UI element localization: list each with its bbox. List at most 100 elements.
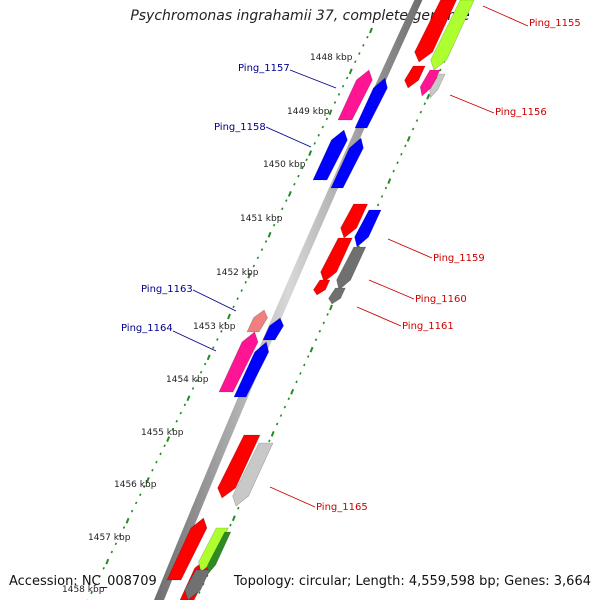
gene-ping-1164-b — [233, 341, 270, 398]
ruler-tick-right — [198, 591, 201, 594]
kbp-tick-label: 1457 kbp — [88, 533, 131, 543]
ruler-tick-left — [358, 52, 361, 55]
gene-bottom-green — [206, 531, 232, 576]
gene-ping-1163-a — [246, 309, 268, 333]
kbp-tick-label: 1458 kbp — [62, 585, 105, 595]
ruler-tick-left — [195, 379, 199, 382]
ruler-tick-left — [252, 264, 256, 268]
ruler-tick-left — [256, 256, 260, 260]
accession-text: Accession: NC_008709 — [9, 574, 157, 589]
ruler-tick-left — [134, 501, 138, 505]
ruler-tick-left — [247, 272, 252, 279]
leader-line-ping-1157 — [289, 69, 337, 89]
gene-ping-1161-red — [313, 279, 331, 296]
genome-summary-text: Topology: circular; Length: 4,559,598 bp… — [233, 574, 591, 589]
gene-label-ping-1156[interactable]: Ping_1156 — [495, 107, 547, 118]
gene-label-ping-1160[interactable]: Ping_1160 — [415, 294, 467, 305]
kbp-tick-label: 1448 kbp — [310, 53, 353, 63]
gene-ping-1165-red — [217, 434, 261, 499]
ruler-tick-left — [199, 370, 203, 374]
ruler-tick-left — [244, 280, 247, 284]
kbp-tick-label: 1449 kbp — [287, 107, 330, 117]
gene-label-ping-1164[interactable]: Ping_1164 — [121, 323, 173, 334]
ruler-tick-left — [224, 321, 227, 325]
gene-ping-1157-a — [337, 69, 373, 121]
ruler-tick-right — [283, 405, 287, 409]
gene-label-ping-1159[interactable]: Ping_1159 — [433, 253, 485, 264]
kbp-tick-label: 1454 kbp — [166, 375, 209, 385]
ruler-tick-left — [110, 550, 114, 554]
leader-line-ping-1159 — [387, 238, 433, 259]
gene-ping-1159-blue — [354, 209, 382, 248]
gene-label-ping-1163[interactable]: Ping_1163 — [141, 284, 193, 295]
kbp-tick-label: 1456 kbp — [114, 480, 157, 490]
ruler-tick-right — [387, 178, 392, 184]
ruler-tick-right — [396, 161, 399, 165]
gene-ping-1157-b — [354, 77, 388, 129]
ruler-tick-right — [411, 127, 415, 131]
ruler-tick-left — [305, 158, 308, 162]
ruler-tick-right — [406, 136, 411, 142]
gene-features — [166, 0, 475, 600]
ruler-tick-left — [105, 558, 110, 565]
ruler-tick-right — [290, 388, 295, 395]
ruler-tick-left — [130, 509, 134, 513]
ruler-tick-left — [114, 542, 118, 546]
ruler-tick-left — [122, 526, 126, 529]
ruler-tick-right — [384, 186, 388, 190]
kbp-tick-label: 1452 kbp — [216, 268, 259, 278]
ruler-tick-left — [166, 436, 171, 442]
gene-bottom-red-a — [166, 517, 208, 581]
gene-label-ping-1158[interactable]: Ping_1158 — [214, 122, 266, 133]
ruler-tick-left — [102, 566, 105, 570]
map-title: Psychromonas ingrahamii 37, complete gen… — [130, 8, 470, 24]
ruler-tick-left — [341, 84, 345, 88]
gene-ping-1163-b — [262, 317, 284, 341]
ruler-ticks: 1448 kbp 1449 kbp 1450 kbp 1451 kbp 1452 kbp… — [62, 9, 469, 600]
gene-ping-1165-gray — [232, 442, 274, 507]
ruler-tick-left — [232, 305, 235, 309]
ruler-tick-left — [308, 150, 313, 156]
gene-label-ping-1165[interactable]: Ping_1165 — [316, 502, 368, 513]
leader-line-ping-1156 — [449, 94, 495, 114]
ruler-tick-left — [118, 534, 122, 537]
ruler-tick-left — [179, 411, 183, 415]
ruler-tick-left — [264, 240, 268, 243]
gene-ping-1156-magenta — [419, 69, 441, 97]
gene-label-ping-1155[interactable]: Ping_1155 — [529, 18, 581, 29]
ruler-tick-left — [143, 485, 146, 488]
gene-ping-1164-a — [218, 331, 259, 393]
kbp-tick-label: 1451 kbp — [240, 214, 283, 224]
ruler-tick-right — [322, 321, 325, 325]
leader-line-ping-1164 — [172, 330, 217, 352]
ruler-tick-left — [301, 166, 304, 170]
gene-label-ping-1161[interactable]: Ping_1161 — [402, 321, 454, 332]
ruler-tick-left — [94, 583, 97, 587]
leader-line-ping-1155 — [482, 5, 529, 27]
backbone-band — [154, 0, 423, 600]
ruler-tick-right — [268, 439, 271, 443]
kbp-tick-label: 1450 kbp — [263, 160, 306, 170]
ruler-tick-right — [237, 506, 240, 510]
ruler-tick-right — [229, 523, 232, 527]
ruler-tick-right — [415, 119, 419, 122]
ruler-tick-right — [439, 68, 442, 72]
leader-line-ping-1160 — [368, 279, 415, 300]
ruler-tick-left — [276, 215, 280, 219]
gene-ping-1156-gray — [429, 73, 446, 99]
ruler-tick-left — [328, 109, 333, 116]
gene-label-ping-1157[interactable]: Ping_1157 — [238, 63, 290, 74]
ruler-tick-left — [125, 517, 130, 524]
ruler-tick-right — [419, 110, 423, 114]
ruler-tick-left — [293, 182, 296, 186]
kbp-tick-label: 1455 kbp — [141, 428, 184, 438]
ruler-tick-left — [281, 207, 284, 211]
ruler-tick-left — [287, 191, 292, 197]
ruler-tick-right — [303, 363, 306, 367]
ruler-tick-left — [183, 403, 187, 407]
ruler-tick-right — [231, 515, 236, 522]
gene-ping-1155-lime — [430, 0, 475, 71]
ruler-tick-left — [191, 387, 195, 390]
ruler-tick-left — [317, 133, 320, 137]
